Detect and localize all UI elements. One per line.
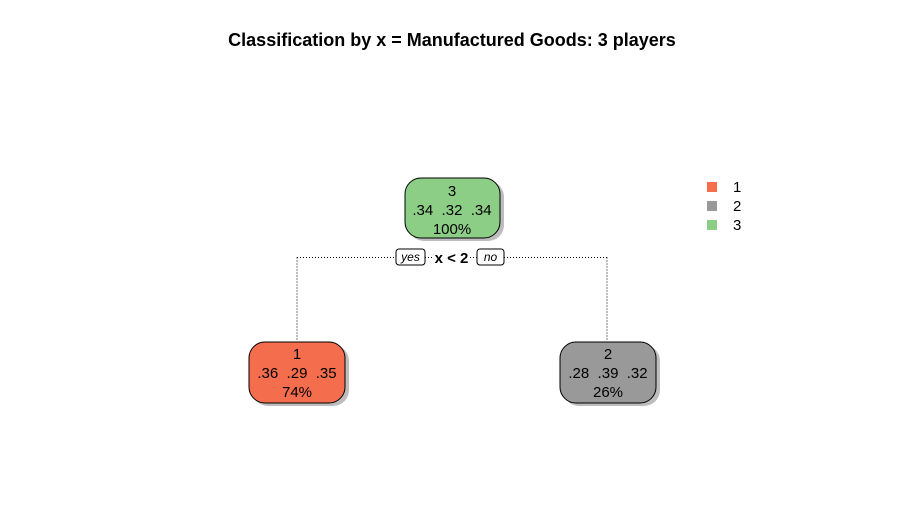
right-leaf-percent: 26%: [593, 384, 623, 401]
split-label-group: yes x < 2 no: [395, 248, 505, 267]
right-leaf-probs: .28 .39 .32: [568, 365, 647, 382]
legend-label-3: 3: [733, 217, 741, 234]
right-leaf-box: [559, 341, 657, 404]
legend: 1 2 3: [707, 179, 741, 234]
tree-connectors: [296, 257, 608, 342]
root-node-class: 3: [448, 183, 456, 200]
chart-title: Classification by x = Manufactured Goods…: [228, 30, 676, 50]
legend-swatch-1: [707, 182, 717, 192]
left-leaf-class: 1: [293, 346, 301, 363]
legend-swatch-3: [707, 220, 717, 230]
no-label: no: [484, 250, 498, 264]
legend-swatch-2: [707, 201, 717, 211]
left-leaf-percent: 74%: [282, 384, 312, 401]
split-rule: x < 2: [435, 250, 469, 267]
root-node-box: [404, 177, 501, 239]
yes-label: yes: [400, 250, 420, 264]
right-leaf-class: 2: [604, 346, 612, 363]
left-leaf-box: [248, 341, 346, 404]
legend-label-2: 2: [733, 198, 741, 215]
left-leaf-node: 1 .36 .29 .35 74%: [248, 341, 349, 406]
no-label-box: [476, 248, 505, 266]
root-node: 3 .34 .32 .34 100%: [404, 177, 504, 241]
legend-label-1: 1: [733, 179, 741, 196]
root-node-percent: 100%: [433, 221, 471, 238]
root-node-probs: .34 .32 .34: [412, 202, 491, 219]
left-leaf-probs: .36 .29 .35: [257, 365, 336, 382]
right-leaf-node: 2 .28 .39 .32 26%: [559, 341, 660, 406]
yes-label-box: [395, 248, 426, 266]
